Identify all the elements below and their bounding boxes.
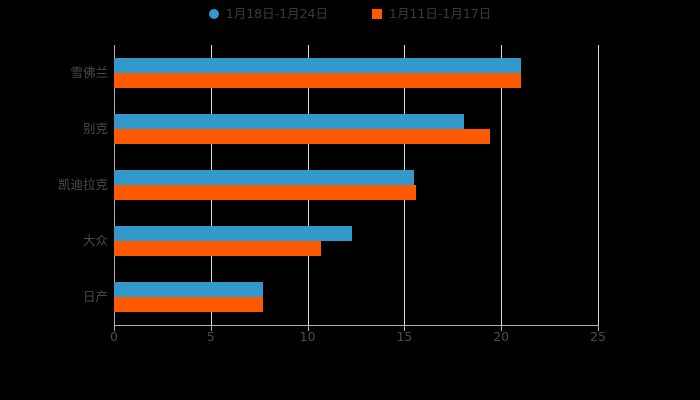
bar-日产-series-1[interactable] — [114, 297, 264, 312]
x-tick-mark-15 — [404, 326, 406, 331]
legend-item-0[interactable]: 1月18日-1月24日 — [208, 6, 328, 21]
x-tick-label-5: 5 — [206, 329, 215, 344]
bar-日产-series-0[interactable] — [114, 282, 264, 297]
category-row — [114, 45, 598, 101]
bar-雪佛兰-series-0[interactable] — [114, 58, 521, 73]
bar-别克-series-0[interactable] — [114, 114, 465, 129]
legend-label-1: 1月11日-1月17日 — [389, 6, 492, 21]
x-tick-mark-0 — [114, 326, 115, 331]
x-tick-mark-5 — [210, 326, 212, 331]
gridline-x-25 — [598, 45, 599, 325]
x-tick-label-10: 10 — [299, 329, 316, 344]
category-label: 别克 — [82, 121, 108, 136]
category-row — [114, 157, 598, 213]
x-tick-label-25: 25 — [590, 329, 606, 344]
legend-item-1[interactable]: 1月11日-1月17日 — [372, 6, 492, 21]
category-label: 雪佛兰 — [70, 65, 108, 80]
x-tick-mark-25 — [598, 326, 599, 331]
chart-legend: 1月18日-1月24日 1月11日-1月17日 — [0, 6, 700, 21]
x-tick-mark-10 — [307, 326, 309, 331]
category-label: 凯迪拉克 — [57, 177, 108, 192]
x-tick-label-0: 0 — [110, 329, 118, 344]
bar-别克-series-1[interactable] — [114, 129, 490, 144]
category-row — [114, 269, 598, 325]
bar-大众-series-1[interactable] — [114, 241, 322, 256]
x-tick-mark-20 — [501, 326, 503, 331]
bar-凯迪拉克-series-1[interactable] — [114, 185, 417, 200]
x-tick-label-15: 15 — [396, 329, 413, 344]
category-row — [114, 101, 598, 157]
category-label: 日产 — [82, 289, 108, 304]
bar-凯迪拉克-series-0[interactable] — [114, 170, 415, 185]
category-label: 大众 — [82, 233, 108, 248]
bar-大众-series-0[interactable] — [114, 226, 353, 241]
legend-label-0: 1月18日-1月24日 — [225, 6, 328, 21]
bar-雪佛兰-series-1[interactable] — [114, 73, 521, 88]
x-tick-label-20: 20 — [493, 329, 510, 344]
legend-swatch-square-icon — [372, 9, 382, 20]
category-row — [114, 213, 598, 269]
x-axis-line — [114, 325, 599, 326]
gridline-x-20 — [501, 45, 503, 325]
plot-area — [114, 45, 599, 325]
legend-swatch-circle-icon — [208, 9, 219, 20]
